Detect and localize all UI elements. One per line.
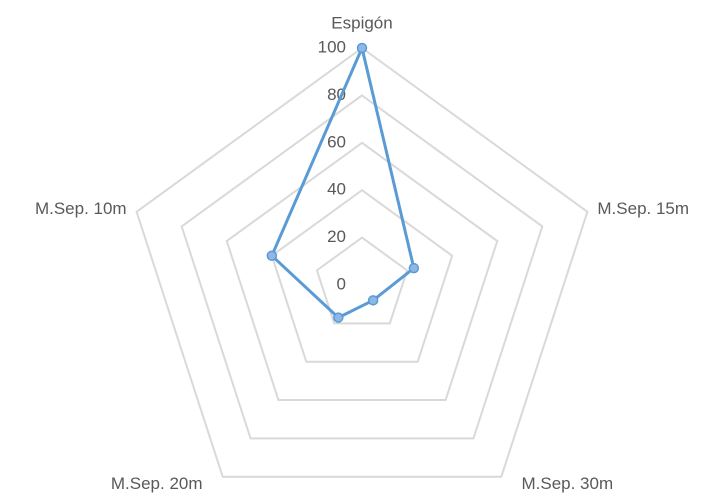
- tick-label: 100: [318, 37, 346, 56]
- data-point: [408, 262, 420, 274]
- category-label: M.Sep. 15m: [597, 199, 689, 218]
- data-point: [333, 312, 344, 323]
- category-label: M.Sep. 30m: [521, 474, 613, 493]
- grid-ring: [135, 46, 589, 478]
- grid-ring: [315, 236, 409, 325]
- tick-label: 20: [327, 227, 346, 246]
- data-point: [367, 295, 379, 306]
- grid-ring: [225, 141, 499, 402]
- data-point: [356, 42, 368, 54]
- tick-label: 40: [327, 180, 346, 199]
- grid-ring: [180, 94, 544, 440]
- series-line: [270, 46, 416, 320]
- data-point: [266, 250, 278, 261]
- tick-label: 0: [337, 274, 346, 293]
- grid-ring: [270, 188, 454, 363]
- category-label: Espigón: [331, 13, 392, 32]
- category-label: M.Sep. 20m: [111, 474, 203, 493]
- tick-label: 60: [327, 132, 346, 151]
- category-label: M.Sep. 10m: [35, 199, 127, 218]
